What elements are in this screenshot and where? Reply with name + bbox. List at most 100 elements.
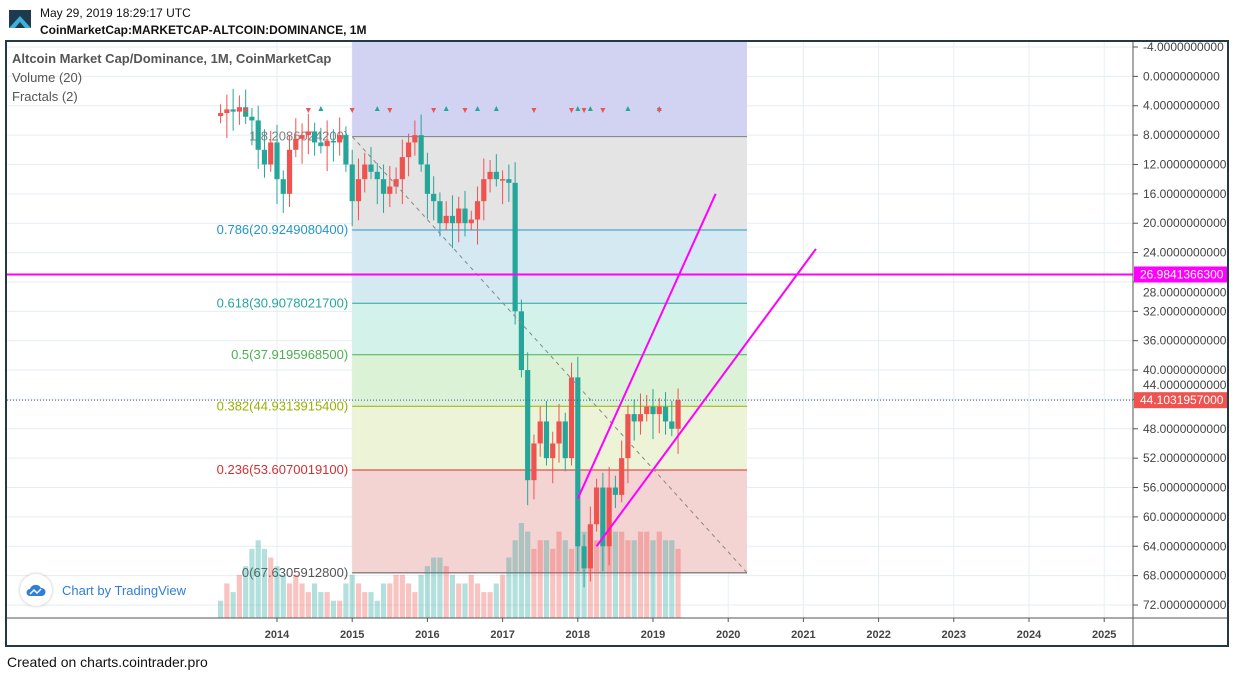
- volume-bar: [449, 574, 456, 618]
- volume-bar: [387, 583, 393, 618]
- fib-zone: [352, 303, 747, 355]
- volume-bar: [594, 540, 600, 618]
- fractals-indicator-label[interactable]: Fractals (2): [12, 89, 78, 104]
- volume-bar: [437, 557, 443, 618]
- price-tick-label: 40.0000000000: [1143, 363, 1227, 377]
- fractal-down-marker: [569, 108, 575, 113]
- time-tick-label: 2016: [415, 629, 439, 641]
- candle-body: [387, 186, 393, 194]
- horizontal-line-price-label-bg: [1134, 266, 1227, 283]
- candle-body: [550, 443, 556, 459]
- fractal-up-marker: [443, 106, 449, 111]
- fractal-down-marker: [462, 108, 468, 113]
- series-title[interactable]: Altcoin Market Cap/Dominance, 1M, CoinMa…: [12, 51, 332, 66]
- price-tick-label: -4.0000000000: [1143, 40, 1224, 54]
- trendline: [595, 248, 817, 547]
- candle-body: [493, 171, 499, 180]
- price-tick-label: 16.0000000000: [1143, 187, 1227, 201]
- plot-area: 1(8.2086024200) 0.786(20.9249080400) 0.618…: [7, 41, 1133, 618]
- volume-bar: [230, 592, 236, 618]
- candle-body: [437, 201, 443, 224]
- time-tick-label: 2021: [791, 629, 815, 641]
- candle-body: [330, 140, 336, 143]
- candle-body: [556, 421, 562, 444]
- candle-body: [500, 179, 506, 181]
- volume-bar: [481, 592, 487, 618]
- price-tick-label: 24.0000000000: [1143, 246, 1227, 260]
- volume-bar: [355, 583, 362, 618]
- candle-body: [293, 138, 299, 150]
- candle-body: [230, 109, 236, 112]
- fib-zone: [352, 136, 747, 231]
- volume-bar: [650, 540, 656, 618]
- volume-bar: [243, 566, 249, 618]
- candle-body: [218, 113, 224, 117]
- volume-bar: [337, 600, 343, 618]
- candle-body: [581, 546, 587, 569]
- candle-body: [675, 400, 681, 429]
- candle-body: [274, 142, 280, 180]
- volume-bar: [299, 583, 305, 618]
- volume-bar: [224, 583, 230, 618]
- fib-level-label: 0.236(53.6070019100): [217, 462, 349, 477]
- price-tick-label: 12.0000000000: [1143, 157, 1227, 171]
- volume-bar: [318, 592, 324, 618]
- volume-bar: [518, 523, 524, 618]
- price-tick-label: 68.0000000000: [1143, 569, 1227, 583]
- candle-body: [637, 414, 644, 422]
- candle-body: [468, 219, 474, 224]
- candle-body: [412, 135, 418, 143]
- volume-bar: [305, 592, 311, 618]
- candle-body: [537, 421, 543, 444]
- fractal-down-marker: [600, 108, 606, 113]
- fractal-up-marker: [587, 106, 593, 111]
- time-tick-label: 2019: [641, 629, 665, 641]
- price-tick-label: 0.0000000000: [1143, 69, 1220, 83]
- candle-body: [299, 135, 305, 139]
- fractal-down-marker: [581, 108, 587, 113]
- candle-body: [349, 164, 355, 202]
- candle-body: [562, 421, 568, 459]
- symbol-title: CoinMarketCap:MARKETCAP-ALTCOIN:DOMINANC…: [40, 23, 367, 37]
- volume-bar: [255, 540, 261, 618]
- candle-body: [669, 421, 675, 429]
- volume-bar: [575, 531, 581, 618]
- time-tick-label: 2017: [490, 629, 514, 641]
- fractal-up-marker: [625, 106, 631, 111]
- candle-body: [606, 487, 612, 547]
- volume-bar: [274, 566, 280, 618]
- fib-level-label: 0(67.6305912800): [242, 565, 348, 580]
- volume-bar: [412, 592, 418, 618]
- volume-bar: [531, 548, 537, 618]
- volume-bar: [562, 540, 568, 618]
- candle-body: [337, 135, 343, 143]
- volume-bar: [443, 566, 449, 618]
- volume-bar: [462, 583, 468, 618]
- fractal-down-marker: [243, 108, 249, 113]
- snapshot-datetime: May 29, 2019 18:29:17 UTC: [40, 6, 191, 20]
- price-tick-label: 32.0000000000: [1143, 304, 1227, 318]
- volume-bar: [418, 574, 424, 618]
- volume-bar: [236, 574, 242, 618]
- volume-indicator-label[interactable]: Volume (20): [12, 70, 83, 85]
- candle-body: [312, 131, 318, 143]
- volume-bar: [293, 574, 299, 618]
- volume-bar: [380, 583, 387, 618]
- candle-body: [305, 131, 311, 136]
- price-tick-label: 28.0000000000: [1143, 285, 1227, 299]
- candle-body: [449, 215, 456, 224]
- tradingview-watermark[interactable]: Chart by TradingView: [20, 574, 186, 606]
- volume-bar: [537, 540, 543, 618]
- volume-bar: [468, 574, 474, 618]
- candle-body: [650, 406, 656, 415]
- time-tick-label: 2015: [340, 629, 364, 641]
- candle-body: [280, 179, 286, 194]
- price-tick-label: 8.0000000000: [1143, 128, 1220, 142]
- candle-body: [236, 107, 242, 112]
- volume-bar: [568, 548, 575, 618]
- fractal-down-marker: [387, 108, 393, 113]
- candle-body: [518, 311, 524, 371]
- fractal-up-marker: [475, 106, 481, 111]
- candle-body: [343, 135, 349, 165]
